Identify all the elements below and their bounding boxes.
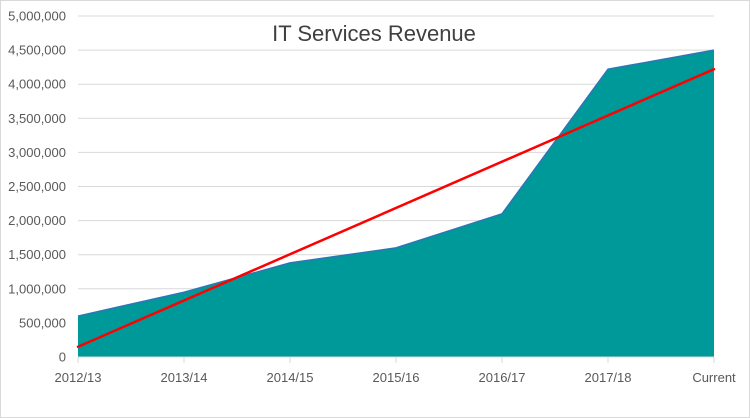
area-fill [78, 50, 714, 357]
y-tick-label: 4,000,000 [8, 77, 66, 92]
x-tick-label: 2014/15 [267, 370, 314, 385]
chart-title: IT Services Revenue [272, 21, 476, 46]
y-tick-label: 4,500,000 [8, 43, 66, 58]
y-tick-label: 2,500,000 [8, 179, 66, 194]
y-tick-label: 3,500,000 [8, 111, 66, 126]
x-tick-label: 2017/18 [585, 370, 632, 385]
area-series [77, 49, 715, 357]
y-tick-label: 2,000,000 [8, 213, 66, 228]
y-tick-label: 1,000,000 [8, 281, 66, 296]
x-tick-label: 2013/14 [161, 370, 208, 385]
y-tick-label: 5,000,000 [8, 9, 66, 24]
trendline [76, 67, 716, 349]
y-tick-label: 3,000,000 [8, 145, 66, 160]
x-tick-label: Current [692, 370, 736, 385]
x-tick-label: 2012/13 [55, 370, 102, 385]
trendline-line [76, 67, 716, 349]
axes: 0 500,000 1,000,000 1,500,000 2,000,000 2,500… [8, 9, 736, 386]
y-tick-label: 500,000 [19, 315, 66, 330]
x-tick-label: 2015/16 [373, 370, 420, 385]
y-tick-label: 0 [59, 350, 66, 365]
x-tick-label: 2016/17 [479, 370, 526, 385]
y-tick-label: 1,500,000 [8, 247, 66, 262]
